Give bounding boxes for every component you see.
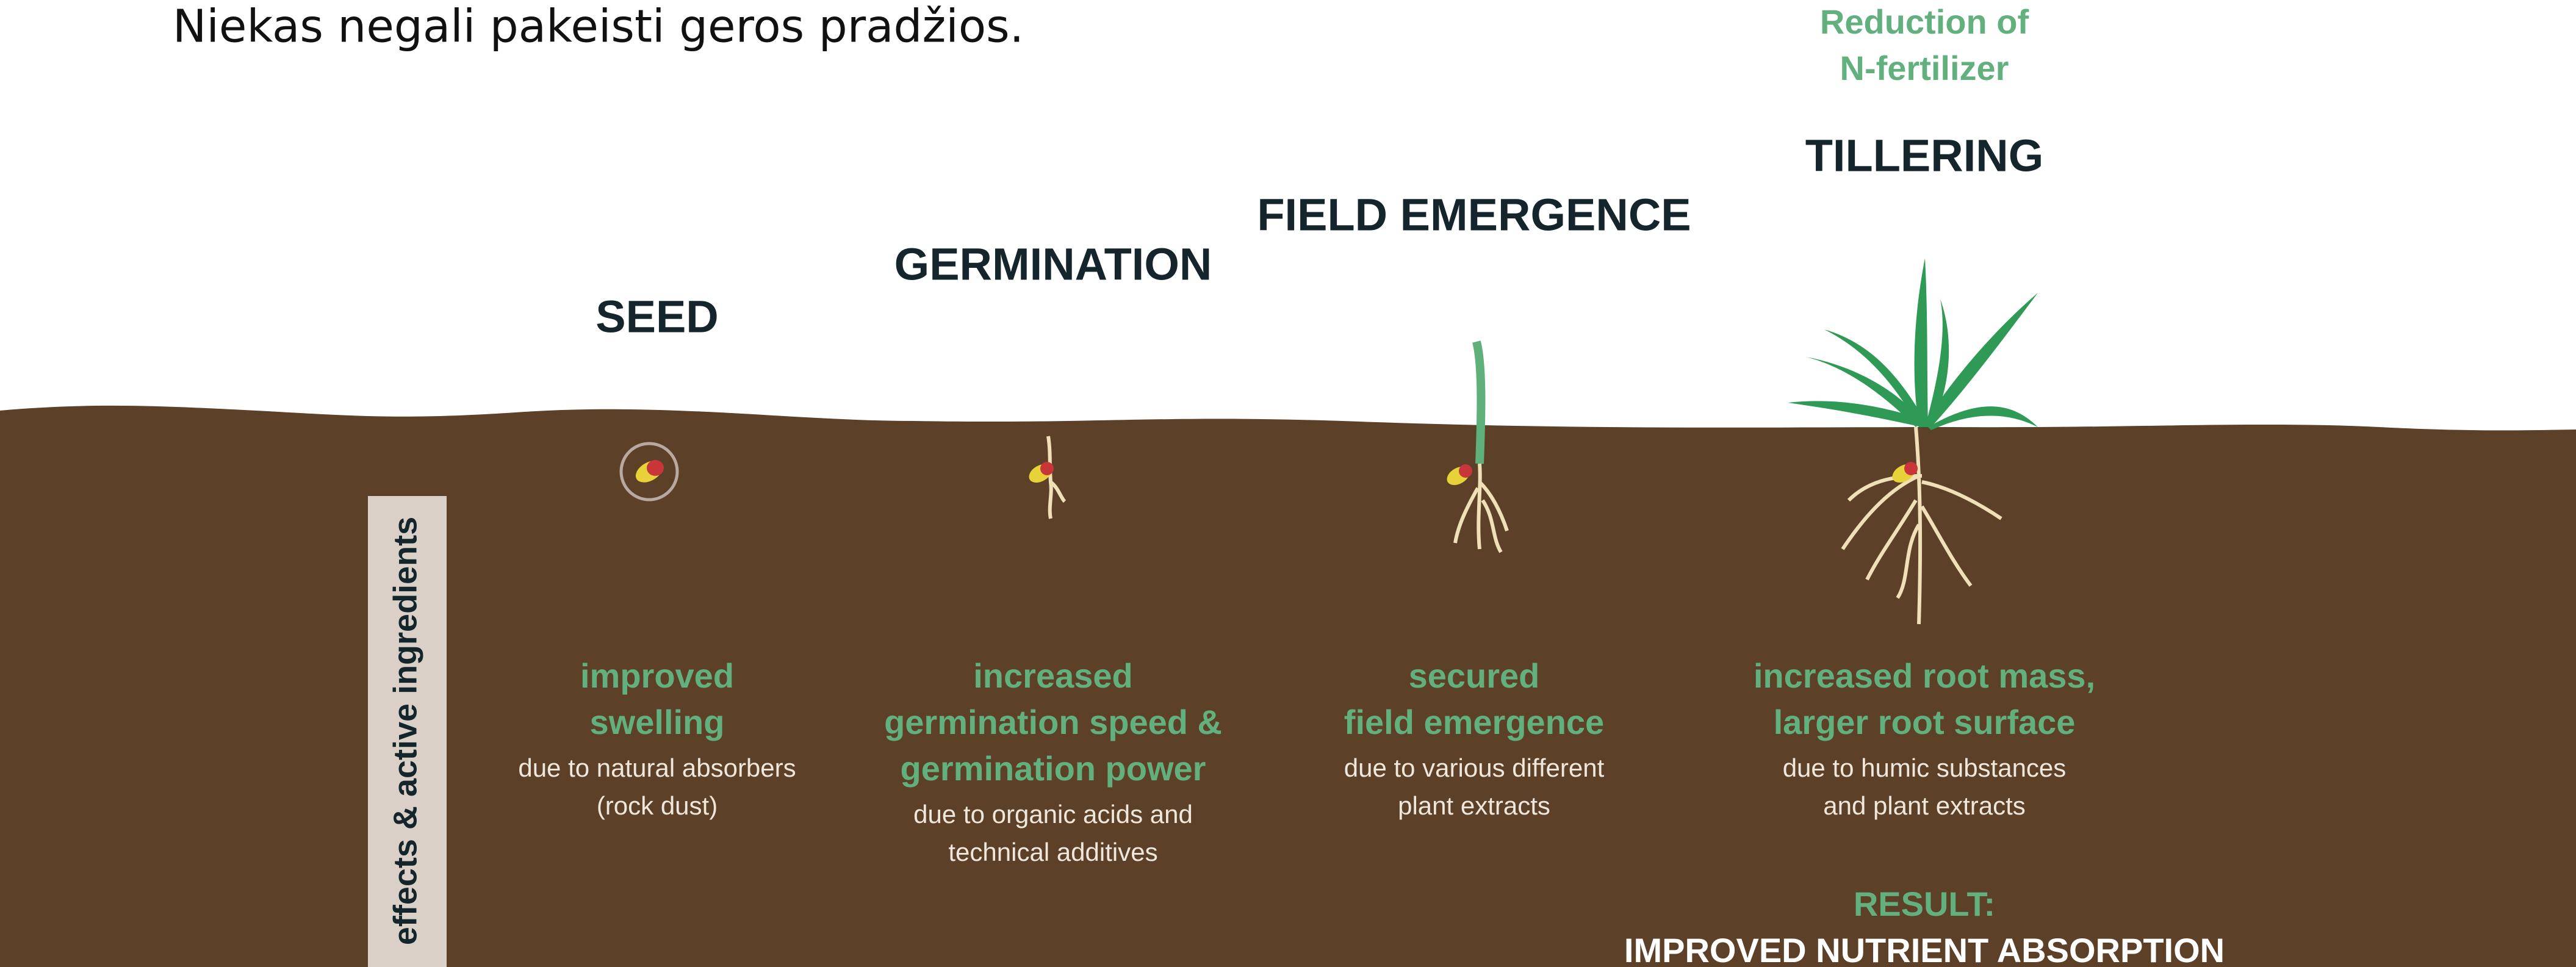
effect-line: germination power [901,749,1206,788]
cause-line: plant extracts [1398,791,1550,820]
stage-title: SEED [595,292,719,342]
effect-line: germination speed & [884,703,1222,741]
effect-line: larger root surface [1774,703,2076,741]
page-title: Niekas negali pakeisti geros pradžios. [173,1,1024,53]
effect-line: improved [580,656,734,695]
top-note: Reduction of [1820,2,2029,41]
result-text: IMPROVED NUTRIENT ABSORPTION [1624,931,2225,967]
result-label: RESULT: [1854,885,1995,923]
stage-title: FIELD EMERGENCE [1257,190,1691,240]
effect-line: swelling [590,703,725,741]
cause-line: due to humic substances [1783,753,2067,782]
top-note: N-fertilizer [1840,49,2009,87]
effect-line: increased [973,656,1133,695]
stage-title: GERMINATION [894,239,1212,290]
effect-line: secured [1409,656,1540,695]
cause-line: due to organic acids and [913,800,1193,829]
cause-line: due to natural absorbers [518,753,796,782]
side-label: effects & active ingredients [387,517,423,945]
cause-line: (rock dust) [597,791,718,820]
cause-line: and plant extracts [1823,791,2026,820]
stage-title: TILLERING [1805,131,2044,181]
effect-line: field emergence [1344,703,1604,741]
cause-line: due to various different [1344,753,1605,782]
effect-line: increased root mass, [1754,656,2095,695]
cause-line: technical additives [948,838,1157,866]
page: effects & active ingredients Niekas nega… [0,0,2576,967]
